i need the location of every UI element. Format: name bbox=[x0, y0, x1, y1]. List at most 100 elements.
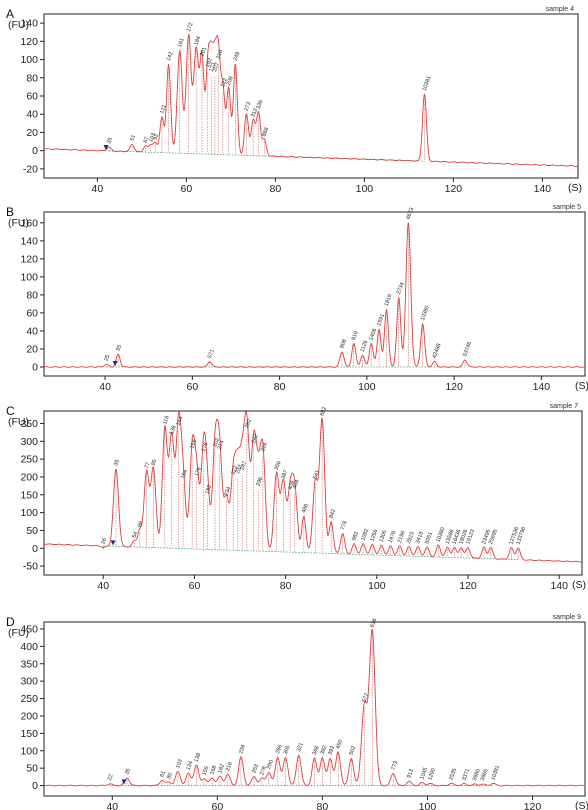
peak-label: 247 bbox=[240, 460, 249, 471]
peak-label: 541 bbox=[313, 469, 322, 480]
y-tick-label: 450 bbox=[20, 623, 38, 635]
peak-label: 53746 bbox=[462, 341, 473, 357]
peak-label: 216 bbox=[216, 49, 225, 60]
y-tick-label: 0 bbox=[32, 361, 38, 373]
y-tick-label: 140 bbox=[20, 235, 38, 247]
baseline bbox=[103, 545, 519, 561]
peak-label: 216 bbox=[225, 761, 234, 772]
y-tick-label: 100 bbox=[20, 507, 38, 519]
x-tick-label: 140 bbox=[533, 381, 551, 393]
peak-label: 486 bbox=[301, 503, 310, 514]
x-tick-label: 100 bbox=[356, 183, 374, 195]
peak-label: 136 bbox=[169, 425, 178, 436]
plot-frame bbox=[43, 211, 586, 377]
peak-label: 336 bbox=[256, 99, 265, 110]
peak-label: 19123 bbox=[465, 529, 476, 545]
peak-label: 80 bbox=[166, 772, 174, 780]
x-tick-label: 120 bbox=[459, 580, 477, 592]
peak-label: 1406 bbox=[368, 328, 378, 342]
y-tick-label: 100 bbox=[20, 745, 38, 757]
peak-label: 35 bbox=[113, 459, 121, 467]
signal-trace bbox=[43, 409, 582, 563]
peak-label: 233 bbox=[235, 464, 244, 475]
peak-label: 144 bbox=[176, 416, 185, 427]
y-tick-label: 300 bbox=[20, 676, 38, 688]
peak-label: 305 bbox=[283, 745, 292, 756]
y-axis-unit: (FU) bbox=[8, 416, 29, 428]
peak-label: 2535 bbox=[448, 768, 458, 782]
x-tick-label: 120 bbox=[445, 381, 463, 393]
y-tick-label: -50 bbox=[23, 561, 38, 573]
peak-label: 1476 bbox=[388, 530, 398, 544]
peak-label: 348 bbox=[312, 745, 321, 756]
peak-label: 1819 bbox=[384, 293, 394, 307]
peak-label: 919 bbox=[351, 331, 360, 342]
peak-label: 22 bbox=[107, 774, 115, 782]
y-tick-label: 250 bbox=[20, 454, 38, 466]
y-tick-label: 250 bbox=[20, 693, 38, 705]
peak-label: 13586 bbox=[445, 529, 456, 545]
peak-label: 571 bbox=[207, 349, 216, 360]
peak-label: 173 bbox=[209, 62, 218, 73]
signal-trace bbox=[43, 222, 586, 368]
peak-label: 138 bbox=[194, 752, 203, 763]
peak-label: 234 bbox=[238, 744, 247, 755]
peak-label: 121 bbox=[159, 104, 168, 115]
peak-label: 66 bbox=[137, 520, 145, 528]
peak-label: 25695 bbox=[488, 529, 499, 545]
plot-frame bbox=[43, 621, 586, 797]
peak-label: 5051 bbox=[424, 531, 434, 545]
peak-label: 404 bbox=[292, 479, 301, 490]
peak-label: 142 bbox=[166, 51, 175, 62]
y-axis-unit: (FU) bbox=[8, 217, 29, 229]
peak-label: 133796 bbox=[515, 526, 527, 545]
peak-label: 356 bbox=[274, 460, 283, 471]
peak-label: 248 bbox=[233, 51, 242, 62]
signal-trace bbox=[44, 34, 579, 167]
peak-label: 382 bbox=[320, 745, 329, 756]
y-tick-label: 50 bbox=[26, 525, 38, 537]
x-tick-label: 140 bbox=[534, 183, 552, 195]
y-tick-label: 200 bbox=[20, 710, 38, 722]
peak-label: 10381 bbox=[490, 765, 501, 781]
y-tick-label: 0 bbox=[32, 780, 38, 792]
peak-label: 2196 bbox=[397, 530, 407, 544]
lower-marker-arrow bbox=[121, 779, 127, 785]
peak-label: 10380 bbox=[436, 527, 447, 543]
y-tick-label: 100 bbox=[20, 271, 38, 283]
y-tick-label: 150 bbox=[20, 728, 38, 740]
peak-label: 35 bbox=[124, 768, 132, 776]
y-tick-label: -20 bbox=[23, 163, 38, 175]
y-tick-label: 120 bbox=[20, 36, 38, 48]
peak-label: 168 bbox=[209, 765, 218, 776]
peak-label: 67 bbox=[143, 136, 151, 144]
peak-label: 4673 bbox=[406, 207, 416, 221]
peak-label: 35 bbox=[106, 137, 114, 145]
y-axis-unit: (FU) bbox=[8, 19, 29, 31]
x-tick-label: 80 bbox=[280, 580, 292, 592]
peak-label: 262 bbox=[244, 418, 253, 429]
peak-label: 207 bbox=[212, 62, 221, 73]
y-tick-label: 140 bbox=[20, 18, 38, 30]
x-tick-label: 60 bbox=[186, 381, 198, 393]
y-tick-label: 200 bbox=[20, 471, 38, 483]
x-tick-label: 120 bbox=[445, 183, 463, 195]
panel-B: B(FU) sample 5 (S) 0 20 40 60 80 100 120 140 160 40 6… bbox=[6, 204, 588, 393]
peak-label: 572 bbox=[362, 693, 371, 704]
x-tick-label: 60 bbox=[181, 183, 193, 195]
panel-letter: D bbox=[6, 615, 15, 629]
peak-label: 23495 bbox=[481, 529, 492, 545]
peak-label: 808 bbox=[339, 339, 348, 350]
peak-label: 278 bbox=[259, 766, 268, 777]
y-tick-label: 350 bbox=[20, 418, 38, 430]
peak-label: 982 bbox=[351, 531, 360, 542]
y-tick-label: 350 bbox=[20, 658, 38, 670]
y-tick-label: 100 bbox=[20, 54, 38, 66]
peak-label: 201 bbox=[199, 47, 208, 58]
peak-label: 172 bbox=[186, 22, 195, 33]
peak-label: 92 bbox=[152, 133, 160, 141]
peak-label: 868 bbox=[262, 127, 271, 138]
x-tick-label: 140 bbox=[550, 580, 568, 592]
panel-C: C(FU) sample 7 (S) -50 0 50 100 150 200 250 300 350… bbox=[6, 403, 586, 592]
panel-letter: B bbox=[6, 205, 14, 219]
